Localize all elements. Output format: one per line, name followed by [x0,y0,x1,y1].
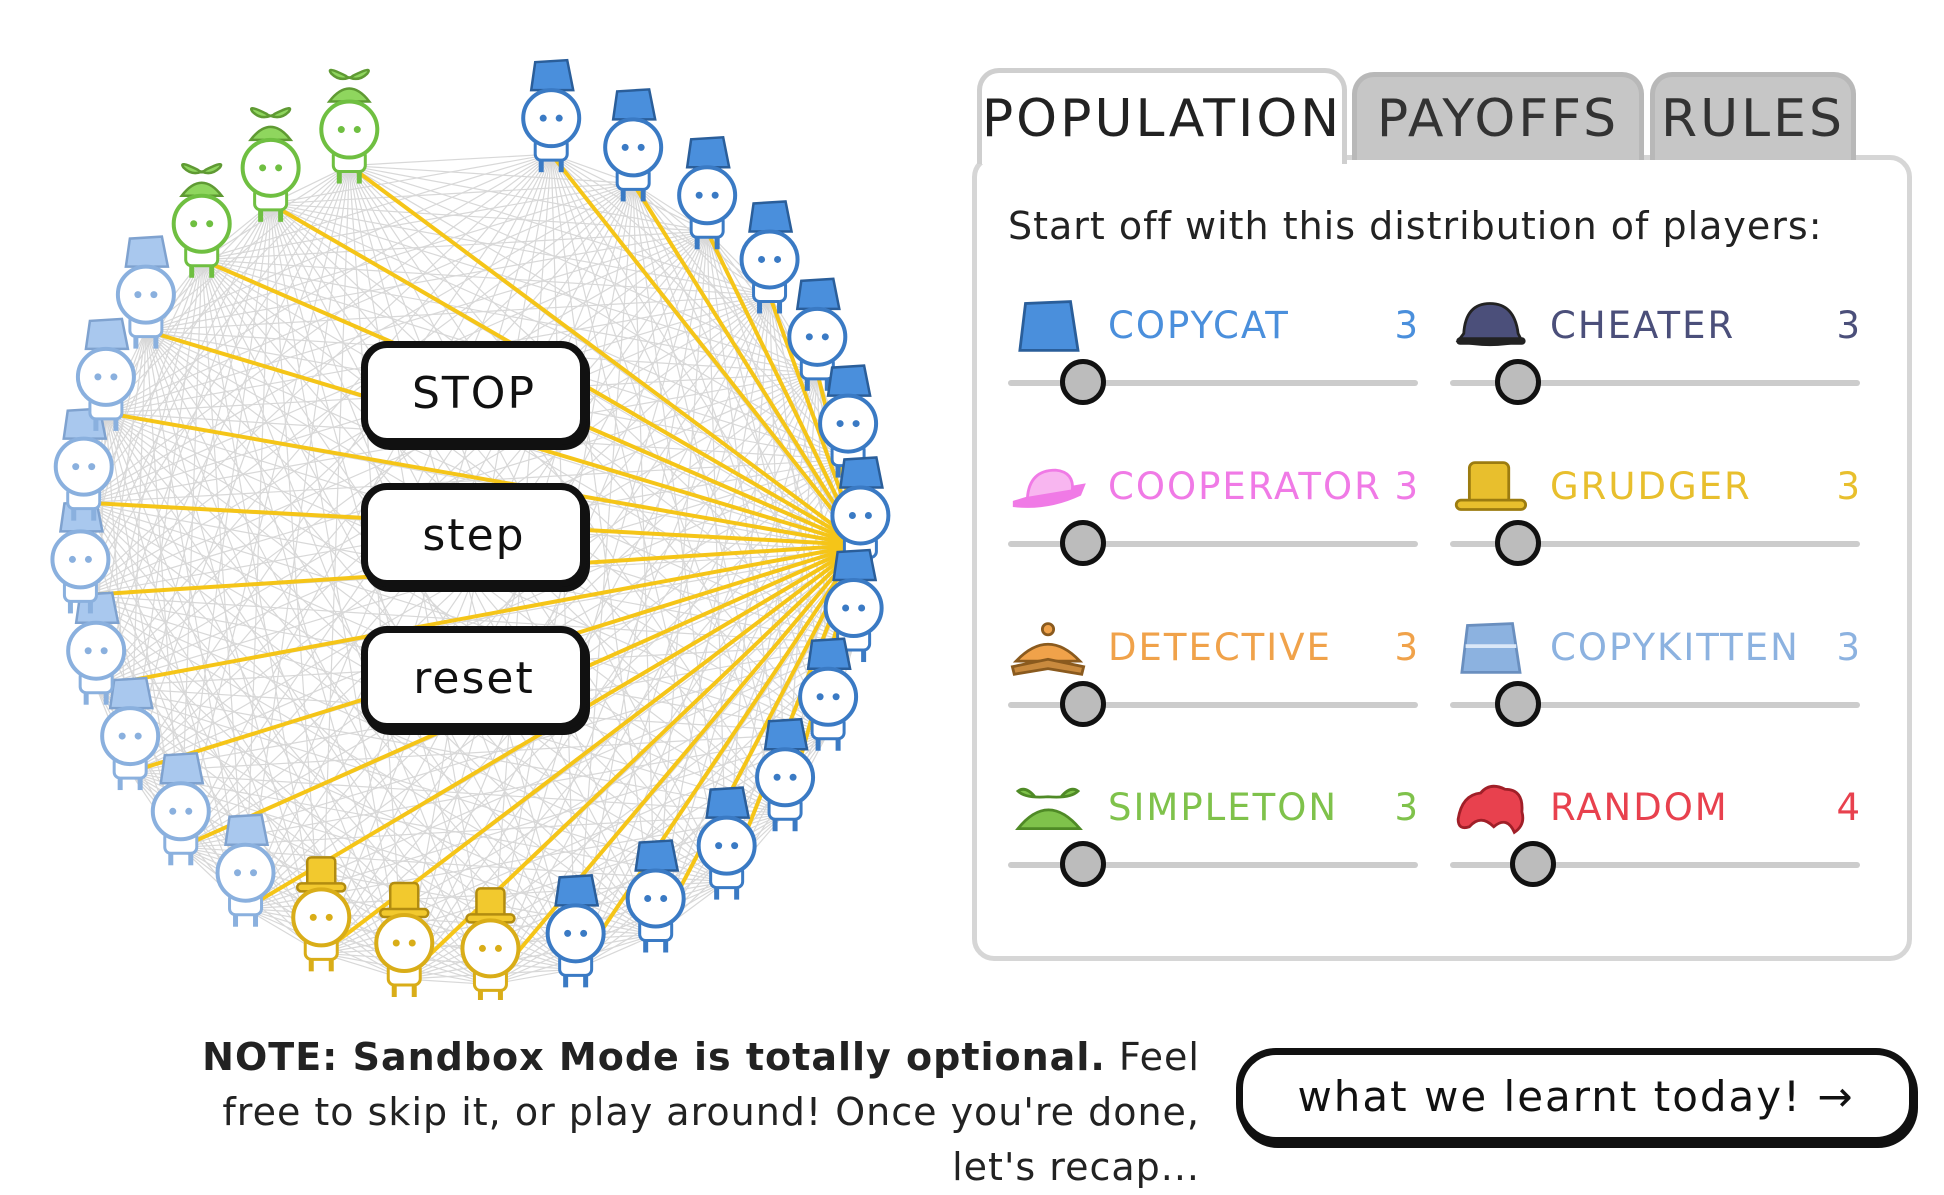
slider-knob[interactable] [1495,681,1541,727]
detective-hat-icon [1008,618,1088,678]
stop-button[interactable]: STOP [361,341,587,445]
tab-rules[interactable]: RULES [1650,72,1856,160]
step-button[interactable]: step [361,483,587,587]
slider-knob[interactable] [1060,520,1106,566]
strategy-count: 3 [1394,786,1418,829]
slider-knob[interactable] [1060,841,1106,887]
strategy-name: COOPERATOR [1108,465,1382,508]
strategy-name: COPYCAT [1108,304,1290,347]
strategy-grudger: GRUDGER 3 [1450,457,1860,607]
strategy-name: RANDOM [1550,786,1729,829]
strategy-random: RANDOM 4 [1450,778,1860,928]
copykitten-hat-icon [1450,618,1530,678]
tab-population[interactable]: POPULATION [977,68,1347,164]
strategy-count: 3 [1394,465,1418,508]
grudger-hat-icon [1450,457,1530,517]
slider-knob[interactable] [1495,520,1541,566]
sandbox-note: NOTE: Sandbox Mode is totally optional. … [150,1030,1200,1195]
strategy-count: 3 [1836,304,1860,347]
population-intro: Start off with this distribution of play… [1008,204,1823,248]
next-chapter-button[interactable]: what we learnt today! → [1236,1048,1916,1144]
slider-knob[interactable] [1060,681,1106,727]
simpleton-hat-icon [1008,778,1088,838]
strategy-count: 3 [1836,465,1860,508]
slider-knob[interactable] [1495,359,1541,405]
random-hat-icon [1450,778,1530,838]
strategy-copycat: COPYCAT 3 [1008,296,1418,446]
strategy-detective: DETECTIVE 3 [1008,618,1418,768]
strategy-name: COPYKITTEN [1550,626,1800,669]
strategy-count: 3 [1836,626,1860,669]
note-bold: NOTE: Sandbox Mode is totally optional. [202,1035,1106,1079]
strategy-name: CHEATER [1550,304,1735,347]
slider-knob[interactable] [1510,841,1556,887]
cooperator-hat-icon [1008,457,1088,517]
strategy-name: SIMPLETON [1108,786,1338,829]
strategy-count: 3 [1394,304,1418,347]
strategy-copykitten: COPYKITTEN 3 [1450,618,1860,768]
cheater-hat-icon [1450,296,1530,356]
reset-button[interactable]: reset [361,626,587,730]
strategy-cheater: CHEATER 3 [1450,296,1860,446]
tab-payoffs[interactable]: PAYOFFS [1352,72,1644,160]
strategy-name: DETECTIVE [1108,626,1332,669]
strategy-count: 3 [1394,626,1418,669]
strategy-count: 4 [1836,786,1860,829]
strategy-simpleton: SIMPLETON 3 [1008,778,1418,928]
strategy-name: GRUDGER [1550,465,1752,508]
strategy-cooperator: COOPERATOR 3 [1008,457,1418,607]
slider-knob[interactable] [1060,359,1106,405]
copycat-hat-icon [1008,296,1088,356]
